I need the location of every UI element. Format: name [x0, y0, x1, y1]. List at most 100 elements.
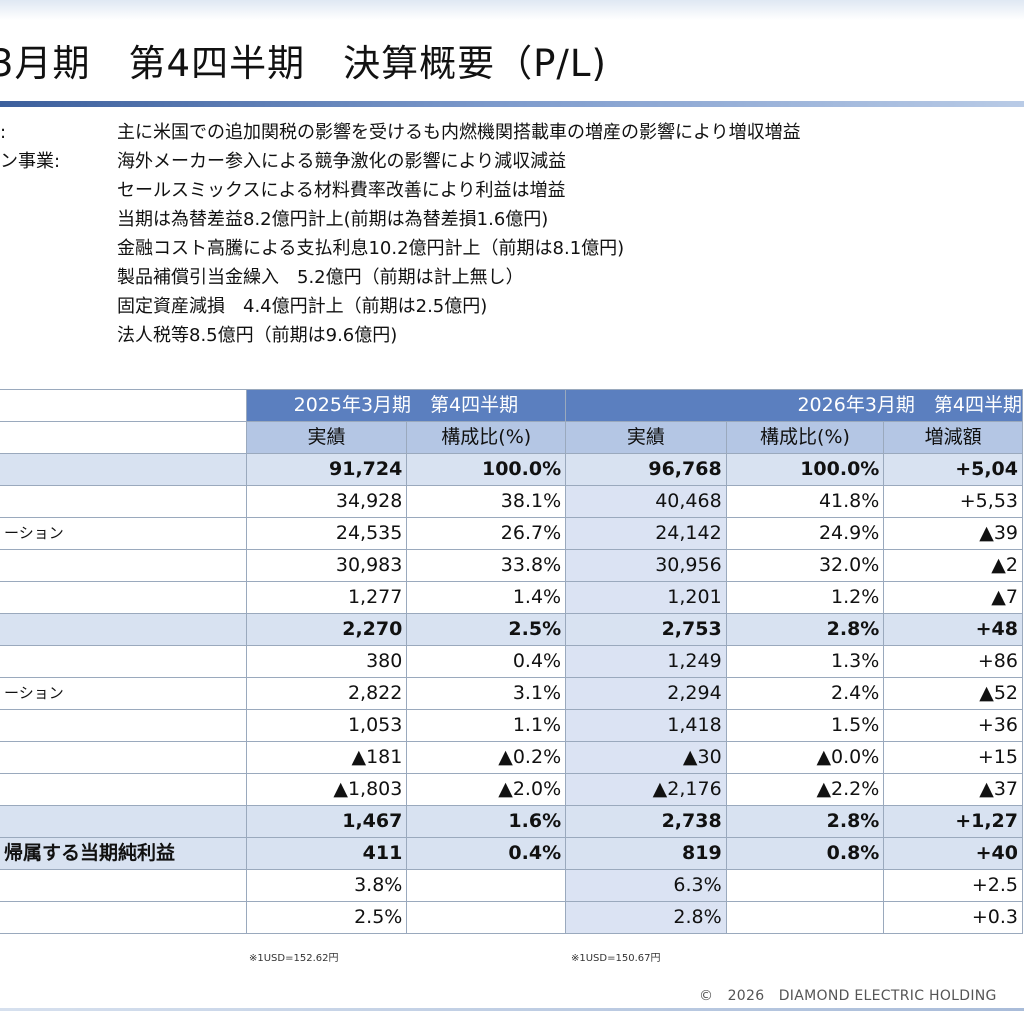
cell-diff: ▲52 [883, 677, 1023, 710]
table-row: 3.8% 6.3% +2.5 [0, 869, 1023, 902]
cell-ratio-fy2025: 0.4% [406, 837, 567, 870]
table-row: 1,277 1.4% 1,201 1.2% ▲7 [0, 581, 1023, 614]
cell-ratio-fy2026: 2.4% [725, 677, 885, 710]
cell-ratio-fy2025: 3.1% [406, 677, 567, 710]
cell-ratio-fy2026 [725, 869, 885, 902]
header-diff: 増減額 [883, 421, 1023, 454]
note-text: 主に米国での追加関税の影響を受けるも内燃機関搭載車の増産の影響により増収増益 [117, 122, 801, 143]
cell-ratio-fy2026: 1.5% [725, 709, 885, 742]
row-label [0, 485, 247, 518]
cell-actual-fy2026: 40,468 [565, 485, 727, 518]
cell-ratio-fy2025 [406, 869, 567, 902]
cell-actual-fy2025: 380 [245, 645, 408, 678]
header-period-fy2026: 2026年3月期 第4四半期 [565, 389, 1023, 422]
cell-actual-fy2026: ▲2,176 [565, 773, 727, 806]
row-label [0, 581, 247, 614]
cell-ratio-fy2026: 100.0% [725, 453, 885, 486]
cell-actual-fy2025: ▲1,803 [245, 773, 408, 806]
cell-diff: ▲2 [883, 549, 1023, 582]
table-row: ーション 24,535 26.7% 24,142 24.9% ▲39 [0, 517, 1023, 550]
cell-ratio-fy2026: 41.8% [725, 485, 885, 518]
header-blank [0, 389, 247, 422]
cell-actual-fy2025: 30,983 [245, 549, 408, 582]
row-label [0, 709, 247, 742]
cell-diff: +1,27 [883, 805, 1023, 838]
cell-diff: +2.5 [883, 869, 1023, 902]
cell-diff: ▲39 [883, 517, 1023, 550]
cell-actual-fy2026: 24,142 [565, 517, 727, 550]
cell-diff: +36 [883, 709, 1023, 742]
header-ratio-fy2025: 構成比(%) [406, 421, 567, 454]
row-label [0, 805, 247, 838]
row-label [0, 773, 247, 806]
cell-actual-fy2025: 24,535 [245, 517, 408, 550]
header-blank [0, 421, 247, 454]
header-period-fy2025: 2025年3月期 第4四半期 [245, 389, 567, 422]
top-band [0, 0, 1024, 20]
title-rule [0, 101, 1024, 107]
cell-actual-fy2025: 1,053 [245, 709, 408, 742]
cell-ratio-fy2026: 2.8% [725, 613, 885, 646]
table-row: 2,270 2.5% 2,753 2.8% +48 [0, 613, 1023, 646]
row-label [0, 645, 247, 678]
cell-actual-fy2025: 34,928 [245, 485, 408, 518]
cell-actual-fy2026: 1,249 [565, 645, 727, 678]
cell-actual-fy2025: 2,822 [245, 677, 408, 710]
cell-ratio-fy2025: 0.4% [406, 645, 567, 678]
table-row: ーション 2,822 3.1% 2,294 2.4% ▲52 [0, 677, 1023, 710]
row-label [0, 741, 247, 774]
table-row: 34,928 38.1% 40,468 41.8% +5,53 [0, 485, 1023, 518]
cell-ratio-fy2026: ▲2.2% [725, 773, 885, 806]
cell-ratio-fy2026: 0.8% [725, 837, 885, 870]
page-title: 3月期 第4四半期 決算概要（P/L) [0, 42, 607, 85]
cell-ratio-fy2025: 38.1% [406, 485, 567, 518]
cell-actual-fy2026: 2,753 [565, 613, 727, 646]
cell-ratio-fy2026: ▲0.0% [725, 741, 885, 774]
table-row: 30,983 33.8% 30,956 32.0% ▲2 [0, 549, 1023, 582]
row-label [0, 901, 247, 934]
cell-ratio-fy2026: 32.0% [725, 549, 885, 582]
cell-actual-fy2026: 2,294 [565, 677, 727, 710]
note-label: ション事業: [0, 151, 61, 172]
table-row: 帰属する当期純利益 411 0.4% 819 0.8% +40 [0, 837, 1023, 870]
note-text: 法人税等8.5億円（前期は9.6億円) [117, 325, 398, 346]
cell-diff: +5,53 [883, 485, 1023, 518]
cell-actual-fy2025: 2.5% [245, 901, 408, 934]
note-text: 固定資産減損 4.4億円計上（前期は2.5億円) [117, 296, 488, 317]
row-label: ーション [0, 677, 247, 710]
cell-actual-fy2026: ▲30 [565, 741, 727, 774]
cell-ratio-fy2025 [406, 901, 567, 934]
row-label [0, 613, 247, 646]
cell-ratio-fy2025: 100.0% [406, 453, 567, 486]
cell-ratio-fy2026: 2.8% [725, 805, 885, 838]
cell-actual-fy2026: 819 [565, 837, 727, 870]
bottom-rule [0, 1008, 1024, 1011]
header-ratio-fy2026: 構成比(%) [725, 421, 885, 454]
cell-actual-fy2026: 1,418 [565, 709, 727, 742]
cell-ratio-fy2025: 1.6% [406, 805, 567, 838]
cell-diff: ▲37 [883, 773, 1023, 806]
cell-ratio-fy2026: 1.2% [725, 581, 885, 614]
table-row: 2.5% 2.8% +0.3 [0, 901, 1023, 934]
cell-ratio-fy2025: ▲2.0% [406, 773, 567, 806]
table-row: 380 0.4% 1,249 1.3% +86 [0, 645, 1023, 678]
cell-ratio-fy2025: 33.8% [406, 549, 567, 582]
cell-diff: +86 [883, 645, 1023, 678]
note-text: 当期は為替差益8.2億円計上(前期は為替差損1.6億円) [117, 209, 549, 230]
cell-ratio-fy2025: 2.5% [406, 613, 567, 646]
cell-actual-fy2026: 96,768 [565, 453, 727, 486]
table-header-period: 2025年3月期 第4四半期 2026年3月期 第4四半期 [0, 389, 1023, 422]
cell-actual-fy2025: 91,724 [245, 453, 408, 486]
cell-ratio-fy2025: ▲0.2% [406, 741, 567, 774]
copyright-footer: © 2026 DIAMOND ELECTRIC HOLDING [699, 988, 997, 1004]
cell-actual-fy2026: 1,201 [565, 581, 727, 614]
cell-ratio-fy2026 [725, 901, 885, 934]
cell-actual-fy2025: 1,277 [245, 581, 408, 614]
fx-rate-fy2026: ※1USD=150.67円 [571, 953, 661, 964]
cell-diff: +40 [883, 837, 1023, 870]
row-label [0, 453, 247, 486]
row-label: 帰属する当期純利益 [0, 837, 247, 870]
note-text: 海外メーカー参入による競争激化の影響により減収減益 [117, 151, 567, 172]
cell-diff: +0.3 [883, 901, 1023, 934]
note-text: セールスミックスによる材料費率改善により利益は増益 [117, 180, 566, 201]
